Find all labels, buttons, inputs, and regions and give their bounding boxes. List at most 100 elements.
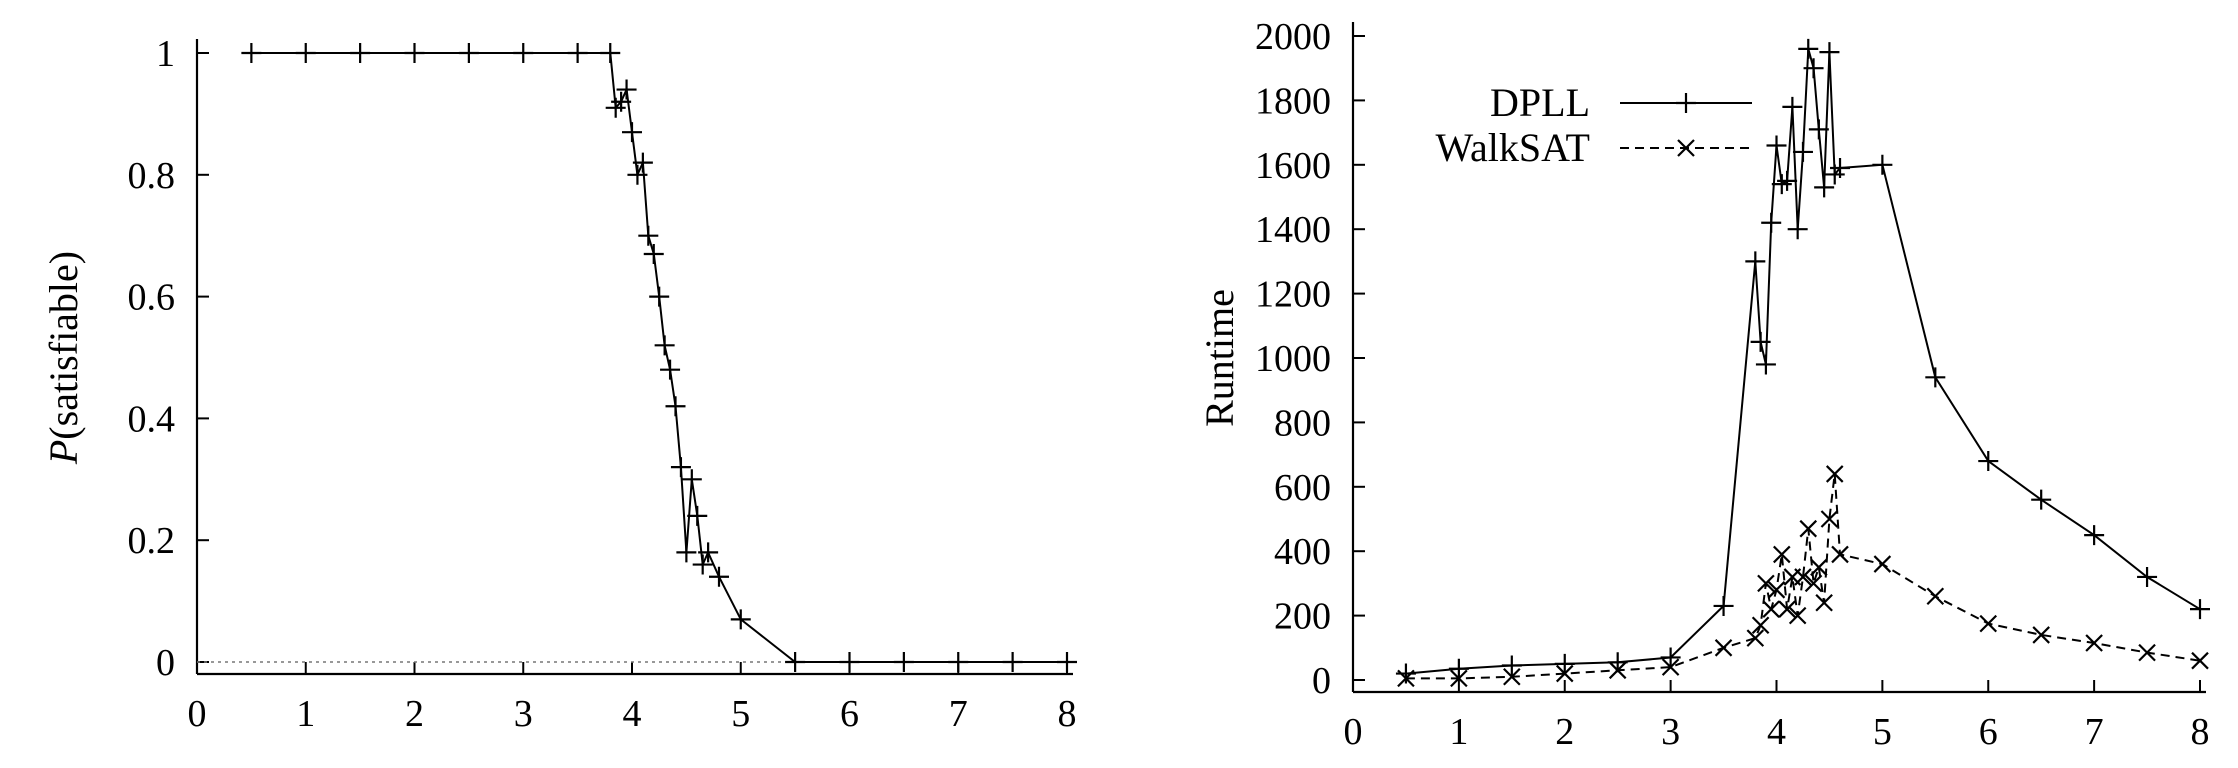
- data-point-plus-marker: [1872, 154, 1893, 175]
- data-point-x-marker: [1979, 614, 1998, 633]
- data-point-plus-marker: [709, 566, 729, 587]
- data-point-plus-marker: [1395, 663, 1416, 684]
- data-point-plus-marker: [404, 43, 425, 63]
- y-tick-label: 1600: [1255, 145, 1331, 187]
- data-point-plus-marker: [1750, 331, 1771, 352]
- data-point-x-marker: [2032, 626, 2050, 644]
- data-point-plus-marker: [730, 609, 751, 630]
- x-tick-label: 1: [1449, 711, 1468, 753]
- data-point-plus-marker: [643, 243, 664, 264]
- data-point-plus-marker: [698, 542, 719, 563]
- data-point-plus-marker: [1792, 141, 1813, 162]
- legend-plus-marker: [1676, 93, 1696, 113]
- y-tick-label: 1: [156, 33, 175, 75]
- data-point-x-marker: [1503, 668, 1521, 686]
- y-tick-label: 0.4: [128, 398, 176, 440]
- y-tick-label: 400: [1274, 531, 1331, 573]
- data-point-plus-marker: [513, 43, 534, 63]
- data-point-plus-marker: [839, 652, 860, 672]
- y-tick-label: 200: [1274, 596, 1331, 638]
- data-point-plus-marker: [1787, 219, 1808, 240]
- data-point-plus-marker: [1978, 451, 1999, 472]
- data-point-plus-marker: [785, 652, 806, 672]
- x-tick-label: 8: [2191, 711, 2210, 753]
- data-point-x-marker: [1714, 639, 1733, 657]
- data-point-x-marker: [1926, 587, 1945, 606]
- data-point-x-marker: [1450, 669, 1468, 688]
- x-tick-label: 8: [1058, 693, 1077, 735]
- data-point-plus-marker: [2031, 489, 2052, 510]
- data-point-plus-marker: [2084, 525, 2105, 546]
- data-point-x-marker: [1788, 606, 1807, 625]
- data-point-plus-marker: [1660, 647, 1681, 668]
- x-tick-label: 7: [949, 693, 968, 735]
- data-point-x-marker: [1873, 555, 1892, 573]
- data-point-x-marker: [2138, 643, 2156, 662]
- y-tick-label: 2000: [1255, 16, 1331, 58]
- y-tick-label: 0: [1312, 660, 1331, 702]
- data-point-plus-marker: [1713, 595, 1734, 616]
- data-point-plus-marker: [1745, 251, 1766, 272]
- data-point-plus-marker: [948, 652, 969, 672]
- data-point-plus-marker: [1755, 354, 1776, 375]
- data-point-x-marker: [1608, 661, 1627, 680]
- legend-label-dpll: DPLL: [1490, 80, 1590, 125]
- legend-x-marker: [1677, 139, 1695, 157]
- data-point-plus-marker: [1771, 174, 1792, 195]
- data-point-plus-marker: [1814, 177, 1835, 198]
- data-point-plus-marker: [458, 43, 479, 63]
- data-point-x-marker: [2085, 634, 2103, 652]
- x-tick-label: 4: [623, 693, 642, 735]
- data-point-x-marker: [1778, 600, 1796, 618]
- data-point-x-marker: [2191, 651, 2209, 670]
- data-point-plus-marker: [567, 43, 588, 63]
- data-point-x-marker: [1804, 574, 1823, 593]
- y-tick-label: 0.2: [128, 520, 176, 562]
- data-point-plus-marker: [632, 152, 653, 173]
- data-point-plus-marker: [600, 43, 621, 63]
- x-tick-label: 7: [2085, 711, 2104, 753]
- data-point-x-marker: [1794, 568, 1812, 586]
- data-point-plus-marker: [654, 335, 675, 356]
- x-tick-label: 1: [296, 693, 315, 735]
- y-axis-label: P(satisfiable): [41, 251, 86, 465]
- data-point-plus-marker: [1448, 658, 1469, 679]
- x-tick-label: 6: [1979, 711, 1998, 753]
- y-tick-label: 0.8: [128, 155, 176, 197]
- data-point-plus-marker: [1830, 158, 1851, 179]
- data-point-x-marker: [1767, 581, 1786, 599]
- y-tick-label: 1200: [1255, 274, 1331, 316]
- data-point-plus-marker: [638, 225, 659, 246]
- data-point-plus-marker: [1761, 212, 1782, 233]
- data-point-x-marker: [1825, 465, 1844, 483]
- y-tick-label: 1000: [1255, 338, 1331, 380]
- data-point-plus-marker: [2137, 566, 2158, 587]
- data-point-x-marker: [1799, 519, 1818, 538]
- data-point-x-marker: [1815, 593, 1833, 612]
- data-point-x-marker: [1831, 545, 1849, 564]
- runtime-chart: 0 200 400 600 800 1000 1200 1400 1600 1800 2000 0 1 2…: [1197, 16, 2210, 753]
- y-tick-label: 800: [1274, 402, 1331, 444]
- x-tick-label: 0: [1344, 711, 1363, 753]
- data-point-x-marker: [1746, 629, 1765, 647]
- data-point-x-marker: [1820, 510, 1839, 528]
- data-point-plus-marker: [681, 469, 702, 490]
- data-point-x-marker: [1751, 616, 1770, 635]
- data-point-plus-marker: [687, 505, 708, 526]
- data-point-x-marker: [1810, 558, 1828, 577]
- data-point-x-marker: [1762, 600, 1780, 618]
- data-point-plus-marker: [1554, 653, 1575, 674]
- x-tick-label: 2: [405, 693, 424, 735]
- legend-label-walksat: WalkSAT: [1435, 125, 1590, 170]
- data-point-x-marker: [1555, 664, 1574, 683]
- data-point-plus-marker: [611, 91, 632, 112]
- data-point-x-marker: [1773, 545, 1791, 564]
- data-point-plus-marker: [670, 457, 691, 478]
- x-tick-label: 5: [1873, 711, 1892, 753]
- data-point-plus-marker: [692, 554, 713, 575]
- data-point-plus-marker: [2190, 599, 2210, 620]
- y-tick-label: 0.6: [128, 277, 176, 319]
- data-point-plus-marker: [1782, 96, 1803, 117]
- y-tick-label: 1800: [1255, 80, 1331, 122]
